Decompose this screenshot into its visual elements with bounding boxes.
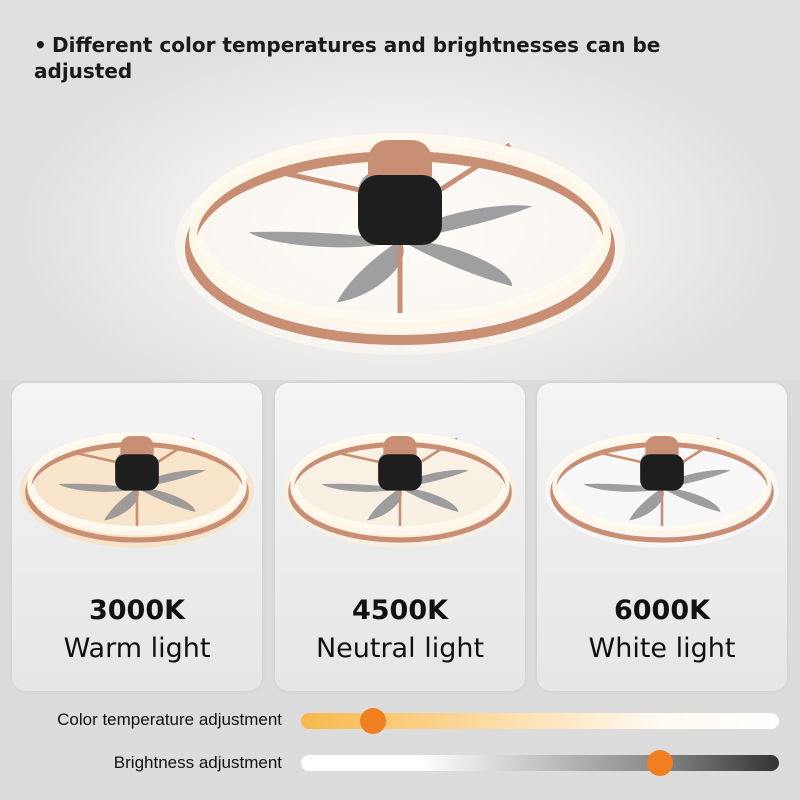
light-label: White light [588, 633, 736, 664]
ceiling-fan-image [175, 133, 625, 355]
card-neutral[interactable]: 4500K Neutral light [275, 383, 525, 691]
color-temperature-slider[interactable] [301, 708, 779, 734]
brightness-label: Brightness adjustment [113, 753, 282, 772]
fan-thumbnail [20, 432, 254, 548]
fan-thumbnail [283, 432, 517, 548]
slider-knob[interactable] [646, 750, 673, 776]
color-temperature-label: Color temperature adjustment [57, 710, 282, 729]
light-label: Warm light [63, 633, 211, 664]
kelvin-value: 3000K [88, 595, 186, 626]
kelvin-value: 6000K [613, 595, 711, 626]
light-label: Neutral light [315, 633, 485, 664]
headline: • Different color temperatures and bright… [34, 33, 661, 83]
card-warm[interactable]: 3000K Warm light [12, 383, 262, 691]
card-white[interactable]: 6000K White light [537, 383, 787, 691]
fan-thumbnail [545, 432, 779, 548]
hero-product-image [0, 0, 800, 380]
brightness-slider[interactable] [301, 750, 779, 776]
kelvin-value: 4500K [351, 595, 449, 626]
slider-knob[interactable] [359, 708, 386, 734]
